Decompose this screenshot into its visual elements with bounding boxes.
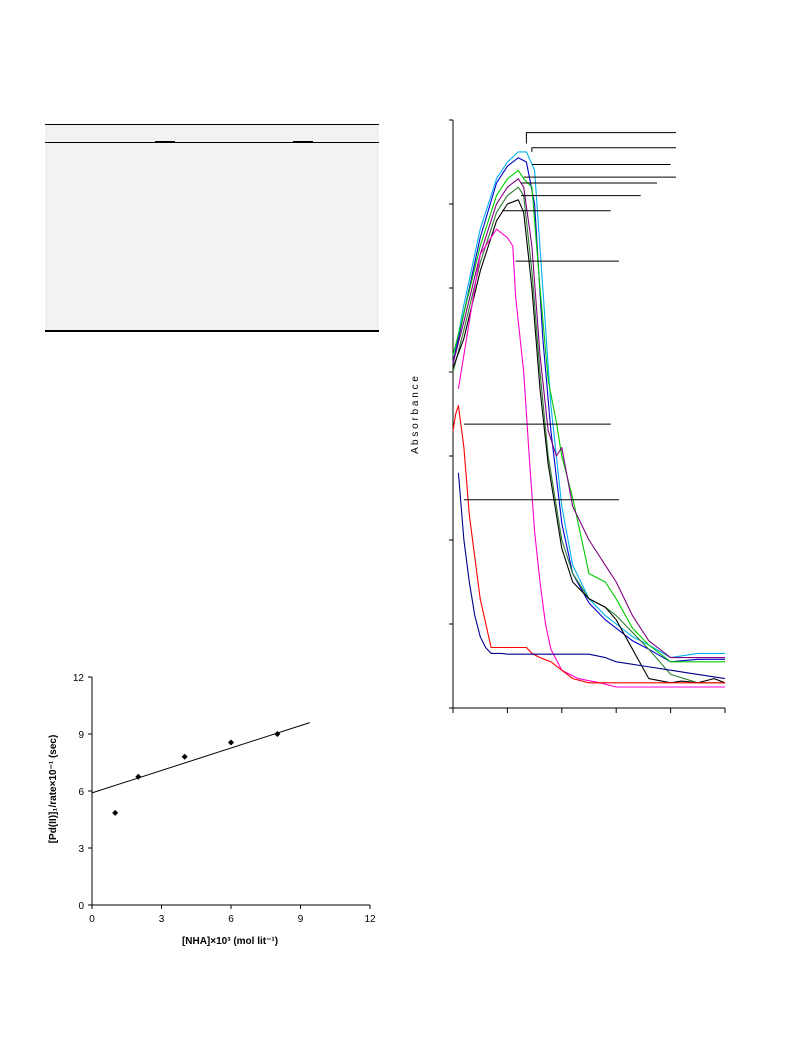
spectra-series-line (452, 169, 725, 663)
table-header-mark (293, 141, 313, 143)
scatter-y-tick-label: 6 (78, 787, 84, 798)
spectra-series-line (457, 472, 726, 680)
scatter-x-label: [NHA]×10³ (mol lit⁻¹) (182, 936, 278, 947)
table-panel (45, 124, 379, 332)
scatter-point (181, 753, 188, 760)
scatter-x-tick-label: 6 (228, 914, 234, 925)
spectra-series-line (452, 157, 725, 663)
spectra-series-line (452, 405, 725, 684)
spectra-series-line (452, 199, 726, 684)
spectra-chart: A b s o r b a n c e (410, 119, 726, 713)
spectra-leader-line (525, 132, 676, 144)
spectra-series-line (452, 186, 725, 684)
spectra-leader-line (531, 147, 676, 152)
table-header-rule (45, 142, 379, 143)
scatter-chart: [Pd(II)]₁/rate×10⁻¹ (sec) [NHA]×10³ (mol… (48, 673, 376, 947)
scatter-x-tick-label: 3 (159, 914, 165, 925)
scatter-y-tick-label: 12 (73, 673, 85, 684)
scatter-point (228, 739, 234, 746)
spectra-series-line (457, 228, 725, 688)
scatter-x-tick-label: 12 (364, 914, 376, 925)
scatter-fit-line (91, 722, 310, 794)
scatter-y-tick-label: 0 (78, 901, 84, 912)
scatter-y-tick-label: 3 (78, 844, 84, 855)
scatter-x-tick-label: 0 (89, 914, 95, 925)
spectra-y-label: A b s o r b a n c e (410, 376, 421, 454)
table-header-mark (155, 141, 175, 143)
scatter-point (112, 809, 119, 816)
scatter-y-tick-label: 9 (78, 730, 84, 741)
scatter-y-label: [Pd(II)]₁/rate×10⁻¹ (sec) (48, 735, 59, 844)
scatter-x-tick-label: 9 (298, 914, 304, 925)
scatter-point (274, 731, 281, 737)
scatter-point (135, 773, 142, 780)
spectra-series-line (452, 178, 725, 659)
